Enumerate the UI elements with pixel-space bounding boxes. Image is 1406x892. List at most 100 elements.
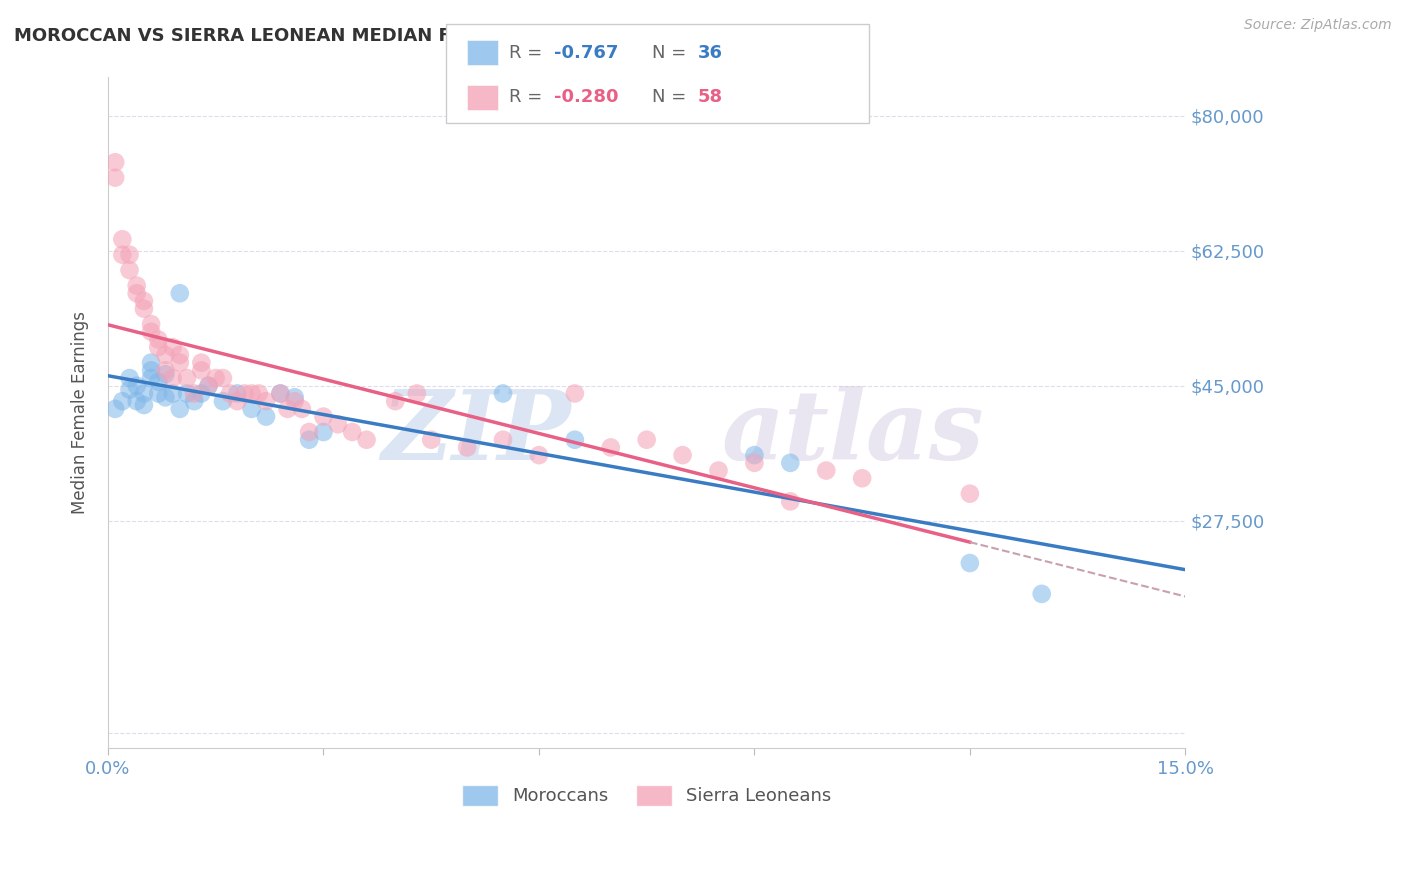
Point [183,394,205,409]
Point [269,386,291,401]
Point [104,170,127,185]
Point [212,371,235,385]
Point [226,394,249,409]
Point [111,394,134,409]
Point [132,386,155,401]
Point [197,378,219,392]
Point [169,286,191,301]
Point [340,425,363,439]
Point [197,378,219,392]
Point [132,398,155,412]
Text: -0.280: -0.280 [554,88,619,106]
Point [169,401,191,416]
Point [564,386,586,401]
Point [139,317,162,331]
Point [291,401,314,416]
Point [162,386,184,401]
Text: -0.767: -0.767 [554,44,619,62]
Point [779,456,801,470]
Point [139,356,162,370]
Point [139,325,162,339]
Text: N =: N = [652,88,686,106]
Text: R =: R = [509,88,543,106]
Point [247,386,270,401]
Point [240,386,263,401]
Point [118,248,141,262]
Point [815,464,838,478]
Point [139,363,162,377]
Point [707,464,730,478]
Point [312,409,335,424]
Point [118,371,141,385]
Point [456,441,478,455]
Point [284,390,307,404]
Point [148,333,170,347]
Point [744,456,766,470]
Point [111,248,134,262]
Point [132,293,155,308]
Text: 58: 58 [697,88,723,106]
Text: Source: ZipAtlas.com: Source: ZipAtlas.com [1244,18,1392,32]
Point [125,394,148,409]
Point [190,356,212,370]
Point [169,356,191,370]
Text: 36: 36 [697,44,723,62]
Point [155,390,177,404]
Text: MOROCCAN VS SIERRA LEONEAN MEDIAN FEMALE EARNINGS CORRELATION CHART: MOROCCAN VS SIERRA LEONEAN MEDIAN FEMALE… [14,27,851,45]
Point [219,386,242,401]
Point [298,425,321,439]
Point [104,155,127,169]
Point [125,378,148,392]
Point [420,433,443,447]
Point [384,394,406,409]
Point [118,383,141,397]
Point [190,363,212,377]
Point [277,401,299,416]
Point [564,433,586,447]
Point [492,433,515,447]
Text: N =: N = [652,44,686,62]
Point [125,278,148,293]
Point [111,232,134,246]
Point [599,441,621,455]
Point [959,486,981,500]
Point [176,371,198,385]
Point [148,340,170,354]
Point [118,263,141,277]
Point [155,368,177,382]
Point [254,409,277,424]
Point [183,386,205,401]
Point [1031,587,1053,601]
Point [326,417,349,432]
Point [254,394,277,409]
Point [240,401,263,416]
Point [212,394,235,409]
Point [269,386,291,401]
Legend: Moroccans, Sierra Leoneans: Moroccans, Sierra Leoneans [454,778,839,813]
Y-axis label: Median Female Earnings: Median Female Earnings [72,311,89,514]
Point [284,394,307,409]
Point [204,371,226,385]
Point [169,348,191,362]
Point [155,363,177,377]
Point [779,494,801,508]
Point [312,425,335,439]
Point [744,448,766,462]
Point [162,371,184,385]
Point [155,348,177,362]
Point [162,340,184,354]
Point [125,286,148,301]
Point [233,386,256,401]
Point [405,386,427,401]
Point [636,433,658,447]
Point [226,386,249,401]
Point [148,375,170,389]
Point [527,448,550,462]
Text: R =: R = [509,44,543,62]
Point [671,448,693,462]
Text: atlas: atlas [723,386,984,480]
Point [356,433,378,447]
Text: ZIP: ZIP [381,386,571,480]
Point [851,471,873,485]
Point [139,371,162,385]
